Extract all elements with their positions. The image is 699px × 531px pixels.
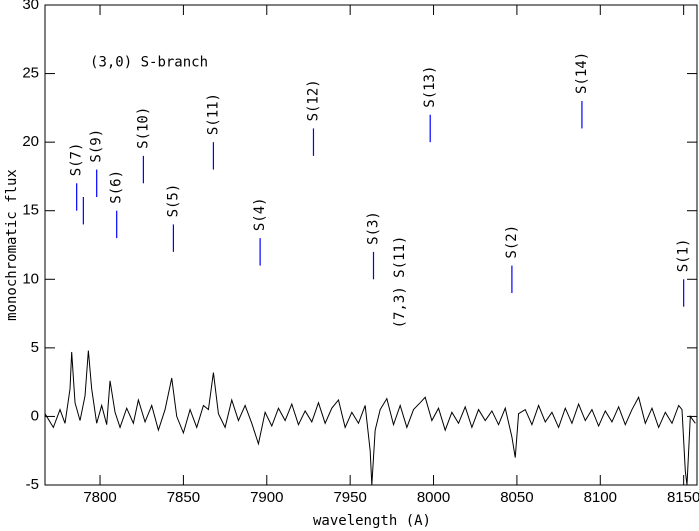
marker-label: S(9)	[89, 129, 105, 163]
y-tick-label: 15	[22, 202, 39, 219]
y-tick-label: 10	[22, 270, 39, 287]
y-axis-label: monochromatic flux	[4, 169, 20, 321]
y-tick-label: -5	[26, 476, 39, 493]
marker-label: S(4)	[252, 197, 268, 231]
x-tick-label: 8050	[500, 489, 533, 506]
marker-label: S(10)	[135, 107, 151, 149]
branch-label: (3,0) S-branch	[90, 55, 208, 71]
x-tick-label: 7900	[250, 489, 283, 506]
marker-label: S(12)	[305, 79, 321, 121]
x-tick-label: 7950	[333, 489, 366, 506]
x-tick-label: 7800	[83, 489, 116, 506]
marker-label: S(13)	[422, 66, 438, 108]
y-tick-label: 5	[31, 339, 39, 356]
y-tick-label: 30	[22, 0, 39, 13]
x-tick-label: 8150	[667, 489, 699, 506]
marker-label: S(14)	[574, 52, 590, 94]
x-tick-label: 8000	[417, 489, 450, 506]
marker-label: S(11)	[205, 93, 221, 135]
x-tick-label: 7850	[167, 489, 200, 506]
marker-label: S(6)	[109, 170, 125, 204]
red-label: (7,3) S(11)	[392, 236, 408, 329]
plot-frame	[44, 4, 698, 486]
x-tick-label: 8100	[584, 489, 617, 506]
marker-label: S(2)	[504, 225, 520, 259]
marker-label: S(7)	[69, 143, 85, 177]
marker-label: S(1)	[676, 239, 692, 273]
y-tick-label: 25	[22, 65, 39, 82]
y-tick-label: 20	[22, 133, 39, 150]
y-tick-label: 0	[31, 407, 39, 424]
x-axis-label: wavelength (A)	[313, 513, 431, 529]
spectrum-line	[44, 350, 696, 486]
marker-label: S(3)	[366, 211, 382, 245]
marker-label: S(5)	[165, 184, 181, 218]
